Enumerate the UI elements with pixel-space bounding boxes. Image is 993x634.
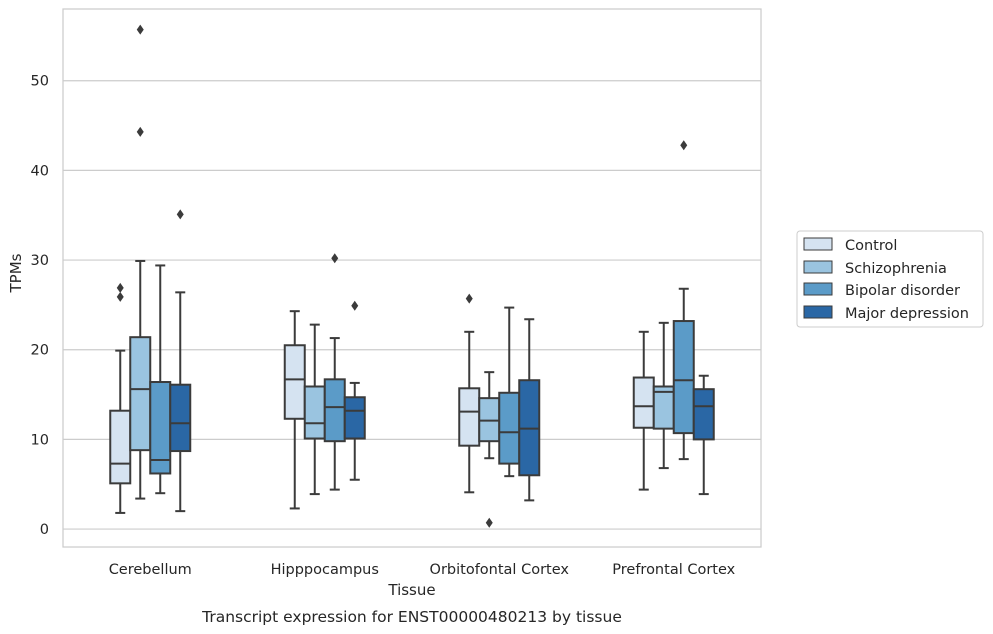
box-body: [692, 388, 715, 441]
box-body: [323, 378, 346, 443]
y-axis-label: TPMs: [7, 253, 25, 293]
x-tick-label: Cerebellum: [109, 562, 192, 578]
x-tick-label: Hipppocampus: [271, 562, 379, 578]
box-item: [323, 253, 346, 491]
legend-swatch: [803, 237, 833, 251]
box-body: [458, 387, 481, 447]
legend-swatch: [803, 305, 833, 319]
legend-label: Bipolar disorder: [845, 283, 960, 299]
outlier-point: [351, 300, 359, 311]
box-item: [652, 321, 675, 470]
box-body: [303, 385, 326, 440]
box-item: [632, 330, 655, 491]
y-tick-label: 50: [31, 74, 49, 90]
box-item: [303, 323, 326, 496]
legend-swatch: [803, 282, 833, 296]
box-body: [169, 383, 192, 453]
y-tick-label: 0: [40, 522, 49, 538]
series-group: [149, 140, 695, 495]
box-body: [498, 391, 521, 465]
box-body: [283, 344, 306, 420]
x-axis-ticks: Cerebellum Hipppocampus Orbitofontal Corte…: [109, 562, 736, 578]
outlier-point: [465, 293, 473, 304]
outlier-point: [136, 24, 144, 35]
x-axis-label: Tissue: [387, 581, 435, 599]
box-item: [498, 306, 521, 478]
box-item: [458, 293, 481, 494]
outlier-point: [331, 253, 339, 264]
box-item: [283, 310, 306, 510]
series-group: [129, 24, 675, 528]
y-tick-label: 20: [31, 343, 49, 359]
outlier-point: [176, 209, 184, 220]
box-item: [478, 371, 501, 528]
box-groups: [109, 24, 715, 528]
x-tick-label: Orbitofontal Cortex: [430, 562, 570, 578]
y-axis-ticks: 0 10 20 30 40 50: [31, 74, 49, 538]
series-group: [109, 282, 655, 514]
legend-label: Schizophrenia: [845, 261, 947, 277]
box-item: [169, 209, 192, 513]
outlier-point: [116, 282, 124, 293]
y-tick-label: 40: [31, 163, 49, 179]
box-item: [129, 24, 152, 500]
box-item: [672, 140, 695, 461]
chart-caption: Transcript expression for ENST0000048021…: [201, 608, 622, 626]
x-tick-label: Prefrontal Cortex: [612, 562, 735, 578]
box-body: [129, 336, 152, 452]
box-item: [518, 318, 541, 502]
box-item: [343, 300, 366, 481]
legend-label: Major depression: [845, 306, 969, 322]
box-item: [149, 264, 172, 495]
y-tick-label: 30: [31, 253, 49, 269]
legend-frame: [796, 230, 984, 328]
box-body: [109, 409, 132, 485]
box-body: [343, 396, 366, 440]
legend: Control Schizophrenia Bipolar disorder M…: [796, 230, 984, 328]
plot-frame: [62, 8, 762, 548]
series-group: [169, 209, 715, 513]
box-body: [672, 320, 695, 435]
legend-label: Control: [845, 238, 897, 254]
box-item: [692, 374, 715, 496]
outlier-point: [116, 291, 124, 302]
y-tick-label: 10: [31, 432, 49, 448]
box-body: [632, 376, 655, 429]
outlier-point: [680, 140, 688, 151]
box-item: [109, 282, 132, 514]
outlier-point: [136, 126, 144, 137]
outlier-point: [485, 517, 493, 528]
legend-swatch: [803, 260, 833, 274]
